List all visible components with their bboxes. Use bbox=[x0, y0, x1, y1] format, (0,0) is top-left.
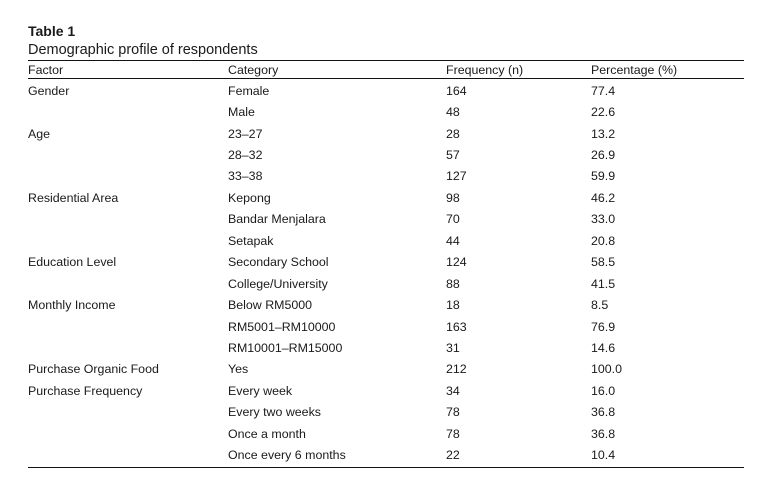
table-row: Age 23–27 28 13.2 bbox=[28, 123, 744, 144]
cell-category: College/University bbox=[228, 276, 328, 291]
cell-percentage: 36.8 bbox=[591, 426, 616, 441]
cell-category: Every week bbox=[228, 383, 293, 398]
table-row: Purchase Frequency Every week 34 16.0 bbox=[28, 380, 744, 401]
cell-percentage: 46.2 bbox=[591, 190, 616, 205]
header-factor: Factor bbox=[28, 62, 64, 77]
table-row: Gender Female 164 77.4 bbox=[28, 80, 744, 101]
cell-percentage: 26.9 bbox=[591, 148, 616, 163]
cell-percentage: 20.8 bbox=[591, 233, 616, 248]
table-row: Male 48 22.6 bbox=[28, 101, 744, 122]
cell-category: Once a month bbox=[228, 426, 306, 441]
cell-frequency: 34 bbox=[446, 383, 460, 398]
cell-percentage: 22.6 bbox=[591, 105, 616, 120]
table-row: College/University 88 41.5 bbox=[28, 273, 744, 294]
cell-factor: Gender bbox=[28, 83, 70, 98]
table-row: Education Level Secondary School 124 58.5 bbox=[28, 252, 744, 273]
cell-frequency: 31 bbox=[446, 340, 460, 355]
cell-frequency: 57 bbox=[446, 148, 460, 163]
table-top-rule bbox=[28, 60, 744, 61]
cell-category: Below RM5000 bbox=[228, 298, 313, 313]
cell-factor: Age bbox=[28, 126, 51, 141]
cell-frequency: 70 bbox=[446, 212, 460, 227]
cell-frequency: 163 bbox=[446, 319, 467, 334]
table-row: RM5001–RM10000 163 76.9 bbox=[28, 316, 744, 337]
header-percentage: Percentage (%) bbox=[591, 62, 678, 77]
document: Table 1 Demographic profile of responden… bbox=[28, 22, 744, 468]
cell-category: Female bbox=[228, 83, 270, 98]
table-row: Once every 6 months 22 10.4 bbox=[28, 444, 744, 465]
table-body: Gender Female 164 77.4 Male 48 22.6 Age 23–27 28 1… bbox=[28, 79, 744, 467]
table-row: Residential Area Kepong 98 46.2 bbox=[28, 187, 744, 208]
cell-category: Yes bbox=[228, 362, 249, 377]
cell-percentage: 58.5 bbox=[591, 255, 616, 270]
cell-factor: Residential Area bbox=[28, 190, 119, 205]
cell-frequency: 48 bbox=[446, 105, 460, 120]
header-frequency: Frequency (n) bbox=[446, 62, 524, 77]
header-category: Category bbox=[228, 62, 279, 77]
cell-frequency: 98 bbox=[446, 190, 460, 205]
cell-category: RM10001–RM15000 bbox=[228, 340, 343, 355]
cell-category: RM5001–RM10000 bbox=[228, 319, 336, 334]
cell-percentage: 100.0 bbox=[591, 362, 623, 377]
cell-category: Kepong bbox=[228, 190, 271, 205]
table-row: Setapak 44 20.8 bbox=[28, 230, 744, 251]
cell-percentage: 77.4 bbox=[591, 83, 616, 98]
cell-frequency: 28 bbox=[446, 126, 460, 141]
cell-factor: Monthly Income bbox=[28, 298, 116, 313]
table-row: RM10001–RM15000 31 14.6 bbox=[28, 337, 744, 358]
cell-percentage: 16.0 bbox=[591, 383, 616, 398]
cell-category: Bandar Menjalara bbox=[228, 212, 326, 227]
table-row: Purchase Organic Food Yes 212 100.0 bbox=[28, 359, 744, 380]
table-label: Table 1 bbox=[28, 23, 76, 39]
cell-category: 23–27 bbox=[228, 126, 263, 141]
cell-percentage: 13.2 bbox=[591, 126, 616, 141]
cell-category: Every two weeks bbox=[228, 405, 321, 420]
cell-frequency: 44 bbox=[446, 233, 460, 248]
cell-category: 28–32 bbox=[228, 148, 263, 163]
table-bottom-rule bbox=[28, 466, 744, 468]
cell-frequency: 78 bbox=[446, 426, 460, 441]
cell-category: Once every 6 months bbox=[228, 448, 346, 463]
cell-factor: Education Level bbox=[28, 255, 117, 270]
cell-frequency: 18 bbox=[446, 298, 460, 313]
cell-factor: Purchase Organic Food bbox=[28, 362, 159, 377]
cell-percentage: 36.8 bbox=[591, 405, 616, 420]
cell-factor: Purchase Frequency bbox=[28, 383, 143, 398]
cell-percentage: 10.4 bbox=[591, 448, 616, 463]
cell-category: Male bbox=[228, 105, 255, 120]
cell-frequency: 22 bbox=[446, 448, 460, 463]
table-row: 28–32 57 26.9 bbox=[28, 144, 744, 165]
cell-category: 33–38 bbox=[228, 169, 263, 184]
cell-percentage: 14.6 bbox=[591, 340, 616, 355]
table-row: Once a month 78 36.8 bbox=[28, 423, 744, 444]
table-row: Every two weeks 78 36.8 bbox=[28, 402, 744, 423]
cell-frequency: 212 bbox=[446, 362, 467, 377]
cell-frequency: 88 bbox=[446, 276, 460, 291]
table-row: Bandar Menjalara 70 33.0 bbox=[28, 209, 744, 230]
cell-percentage: 33.0 bbox=[591, 212, 616, 227]
cell-percentage: 59.9 bbox=[591, 169, 616, 184]
table-header-row: Factor Category Frequency (n) Percentage… bbox=[28, 61, 744, 78]
cell-percentage: 41.5 bbox=[591, 276, 616, 291]
cell-frequency: 164 bbox=[446, 83, 467, 98]
cell-percentage: 8.5 bbox=[591, 298, 609, 313]
table-row: 33–38 127 59.9 bbox=[28, 166, 744, 187]
cell-frequency: 78 bbox=[446, 405, 460, 420]
cell-frequency: 127 bbox=[446, 169, 467, 184]
table-row: Monthly Income Below RM5000 18 8.5 bbox=[28, 294, 744, 315]
cell-frequency: 124 bbox=[446, 255, 467, 270]
cell-category: Secondary School bbox=[228, 255, 329, 270]
table-header-rule bbox=[28, 78, 744, 79]
cell-category: Setapak bbox=[228, 233, 274, 248]
table-caption: Demographic profile of respondents bbox=[28, 42, 258, 58]
cell-percentage: 76.9 bbox=[591, 319, 616, 334]
